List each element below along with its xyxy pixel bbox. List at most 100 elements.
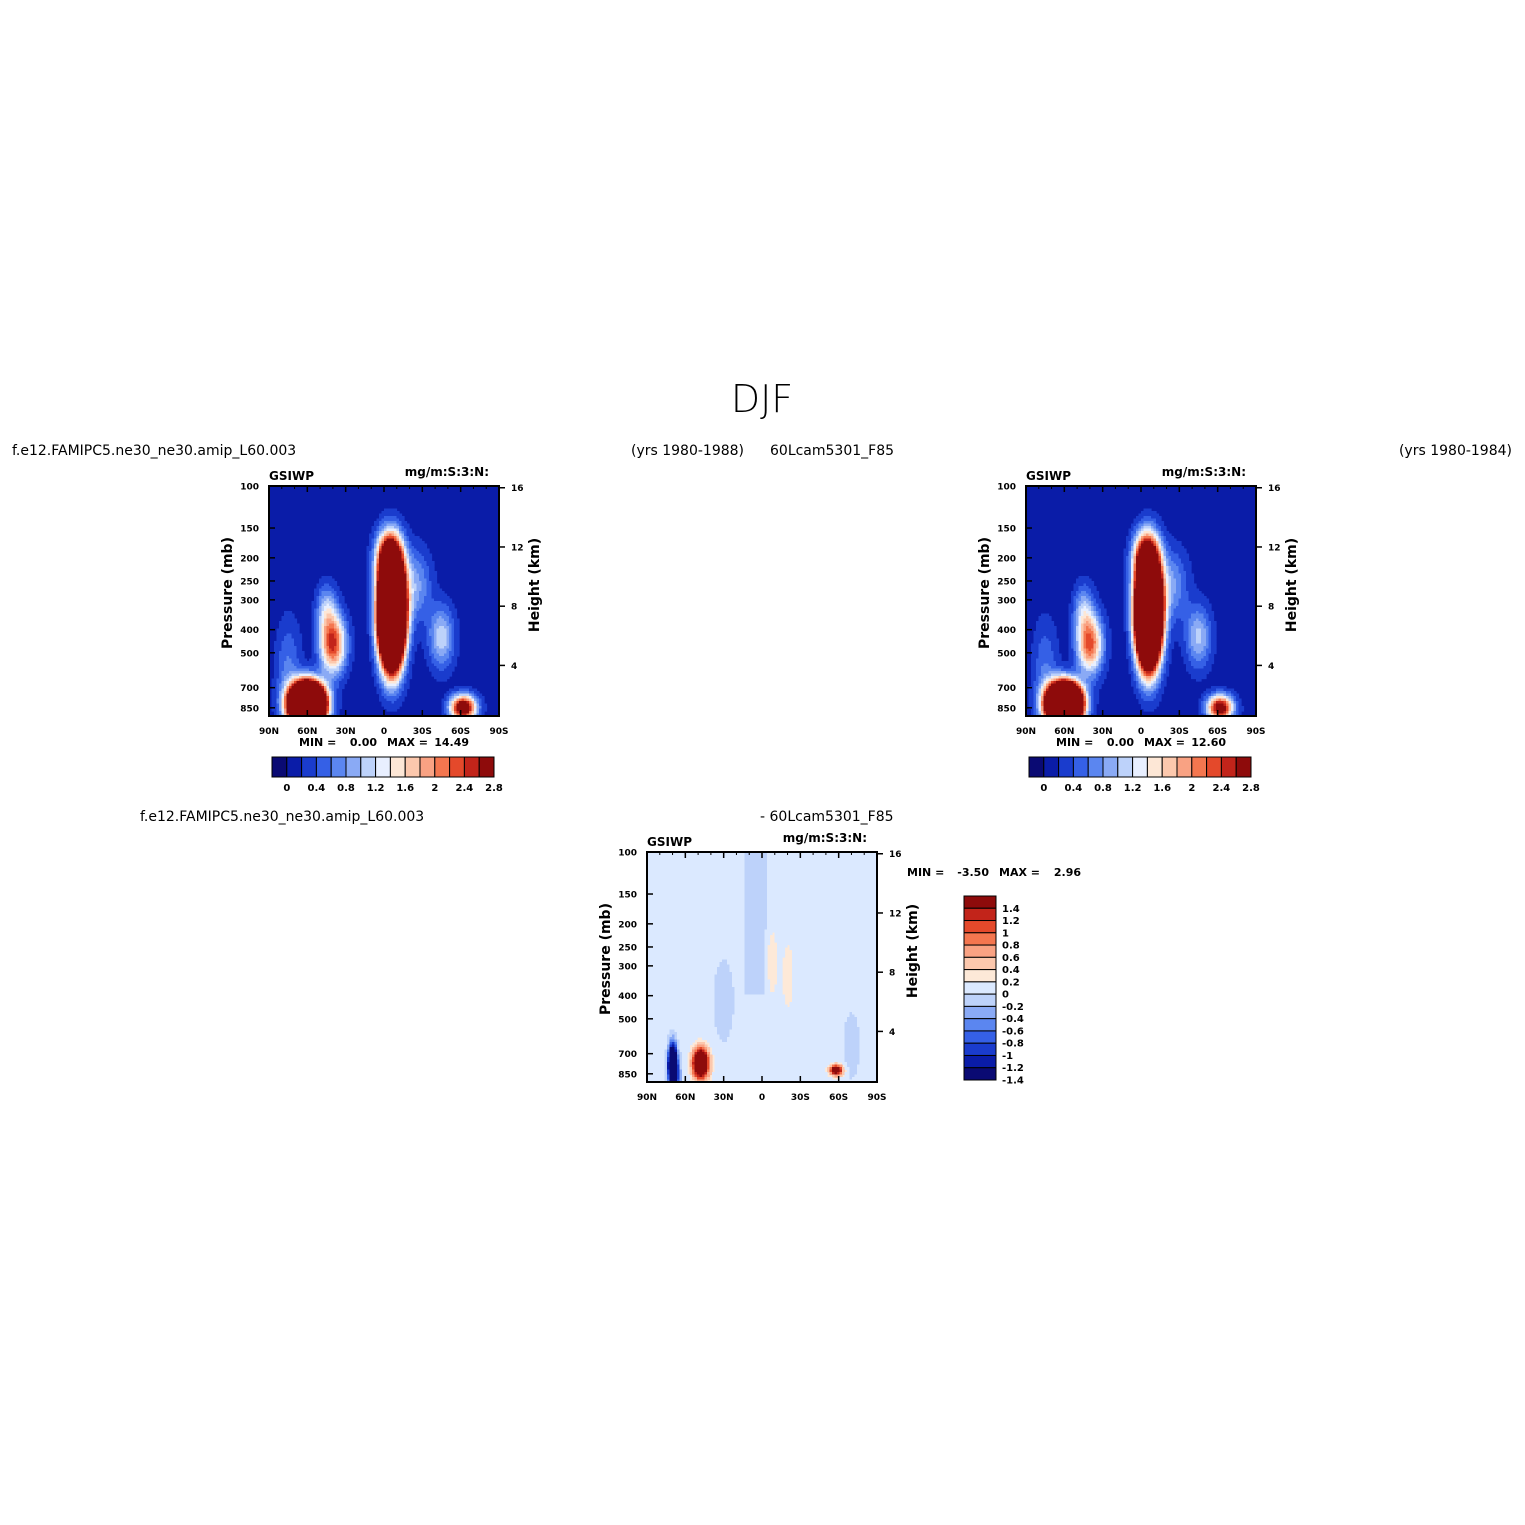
heatmap-cell [416,553,420,557]
heatmap-cell [366,573,370,577]
variable-label: GSIWP [269,469,314,483]
heatmap-cell [384,593,388,597]
heatmap-cell [419,546,423,550]
heatmap-cell [384,541,388,545]
heatmap-cell [339,618,343,622]
heatmap-cell [414,576,418,580]
heatmap-cell [391,608,395,612]
heatmap-cell [419,613,423,617]
heatmap-cell [374,543,378,547]
heatmap-cell [371,536,375,540]
heatmap-cell [391,603,395,607]
heatmap-cell [291,618,295,622]
heatmap-cell [426,578,430,582]
heatmap-cell [421,576,425,580]
heatmap-cell [384,511,388,515]
heatmap-cell [374,541,378,545]
heatmap-cell [424,551,428,555]
heatmap-cell [401,618,405,622]
heatmap-cell [376,558,380,562]
heatmap-cell [316,593,320,597]
heatmap-cell [391,531,395,535]
heatmap-cell [421,601,425,605]
heatmap-cell [321,621,325,625]
heatmap-cell [371,563,375,567]
heatmap-cell [374,538,378,542]
heatmap-cell [434,573,438,577]
heatmap-cell [374,608,378,612]
heatmap-cell [411,621,415,625]
heatmap-cell [429,606,433,610]
heatmap-cell [434,598,438,602]
heatmap-cell [321,593,325,597]
heatmap-cell [444,601,448,605]
heatmap-cell [424,601,428,605]
heatmap-cell [386,531,390,535]
heatmap-cell [326,601,330,605]
heatmap-cell [374,556,378,560]
heatmap-cell [366,623,370,627]
heatmap-cell [434,618,438,622]
heatmap-cell [444,626,448,630]
heatmap-cell [374,536,378,540]
heatmap-cell [349,626,353,630]
heatmap-cell [421,598,425,602]
heatmap-cell [416,548,420,552]
heatmap-cell [329,596,333,600]
heatmap-cell [376,541,380,545]
heatmap-cell [404,601,408,605]
heatmap-cell [396,616,400,620]
heatmap-cell [289,623,293,627]
heatmap-cell [429,556,433,560]
heatmap-cell [411,608,415,612]
heatmap-cell [341,601,345,605]
heatmap-cell [389,523,393,527]
heatmap-cell [391,536,395,540]
heatmap-cell [384,566,388,570]
heatmap-cell [396,608,400,612]
heatmap-cell [386,626,390,630]
heatmap-cell [321,603,325,607]
heatmap-cell [371,623,375,627]
heatmap-cell [421,548,425,552]
right-years-label: (yrs 1980-1984) [1399,443,1512,459]
heatmap-cell [426,596,430,600]
heatmap-cell [409,576,413,580]
heatmap-cell [311,611,315,615]
heatmap-cell [396,566,400,570]
heatmap-cell [379,513,383,517]
heatmap-cell [394,608,398,612]
heatmap-cell [426,573,430,577]
heatmap-cell [339,596,343,600]
heatmap-cell [381,593,385,597]
heatmap-cell [399,556,403,560]
heatmap-cell [411,538,415,542]
heatmap-cell [394,543,398,547]
heatmap-cell [316,618,320,622]
heatmap-cell [326,588,330,592]
heatmap-cell [331,593,335,597]
heatmap-cell [426,623,430,627]
heatmap-cell [379,518,383,522]
heatmap-cell [419,586,423,590]
heatmap-cell [371,551,375,555]
heatmap-cell [336,603,340,607]
heatmap-cell [426,611,430,615]
heatmap-cell [416,621,420,625]
heatmap-cell [324,601,328,605]
heatmap-cell [331,613,335,617]
heatmap-cell [329,621,333,625]
heatmap-cell [396,543,400,547]
heatmap-cell [384,563,388,567]
heatmap-cell [396,558,400,562]
heatmap-cell [314,621,318,625]
heatmap-cell [376,523,380,527]
heatmap-cell [374,561,378,565]
heatmap-cell [424,603,428,607]
heatmap-cell [386,583,390,587]
heatmap-cell [329,608,333,612]
heatmap-cell [394,598,398,602]
colorbar-box [330,756,347,778]
heatmap-cell [386,516,390,520]
heatmap-cell [369,571,373,575]
